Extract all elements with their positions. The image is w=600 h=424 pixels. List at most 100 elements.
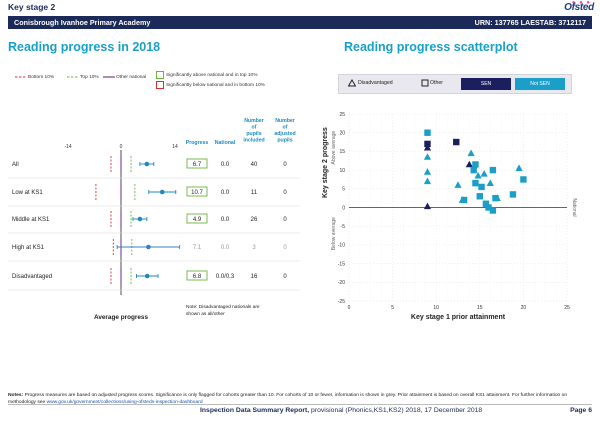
national-value: 0.0 (221, 162, 230, 168)
notes-text: Progress measures are based on adjusted … (8, 393, 568, 405)
adjusted-header: pupils (277, 138, 292, 144)
scatter-point-square (489, 207, 497, 214)
adjusted-value: 0 (283, 274, 287, 280)
scatter-point-triangle (423, 168, 432, 175)
scatter-point-square (509, 191, 517, 198)
pupils-value: 26 (251, 217, 258, 223)
legend-bottom10: Bottom 10% (14, 74, 54, 80)
scatter-point-triangle (467, 149, 475, 157)
left-title: Reading progress in 2018 (8, 40, 161, 54)
pupils-header: pupils (246, 131, 261, 137)
report-name: Inspection Data Summary Report, (200, 407, 310, 414)
scatter-point-square (482, 200, 490, 207)
footer-divider (8, 404, 592, 405)
adjusted-header: of (283, 125, 288, 131)
report-title: Inspection Data Summary Report, provisio… (200, 407, 482, 414)
scatter-point-square (470, 166, 477, 174)
significance-box (186, 186, 208, 197)
row-label: Middle at KS1 (12, 217, 50, 223)
adjusted-value: 0 (283, 162, 287, 168)
key-stage-label: Key stage 2 (8, 2, 56, 12)
y-tick-label: 5 (342, 187, 345, 193)
national-value: 0.0 (221, 245, 230, 251)
national-value: 0.0/0.3 (216, 274, 235, 280)
scatter-point-square (453, 138, 460, 146)
notes-label: Notes: (8, 393, 24, 398)
urn-laestab: URN: 137765 LAESTAB: 3712117 (474, 18, 586, 27)
scatter-point-square (520, 176, 527, 183)
adjusted-header: Number (275, 118, 295, 124)
scatter-point-square (472, 179, 479, 187)
row-label: High at KS1 (12, 245, 45, 251)
scatter-point-triangle (465, 160, 473, 168)
progress-point (146, 244, 151, 250)
scatter-point-triangle (423, 177, 432, 185)
row-label: All (12, 162, 19, 168)
progress-point (144, 273, 150, 279)
legend-sig-above-label: Significantly above national and in top … (166, 72, 258, 78)
y-tick-label: -10 (338, 243, 345, 249)
pupils-header: included (243, 138, 264, 144)
reading-progress-scatterplot: -25 -20 -15 -10 -5 0 5 10 15 20 25 0 5 10 15 20 25 Nation… (322, 112, 577, 321)
legend-other-label: Other (430, 80, 443, 86)
scatter-point-triangle (480, 170, 488, 177)
y-tick-label: -15 (338, 261, 345, 267)
adjusted-header: adjusted (274, 131, 295, 137)
right-title: Reading progress scatterplot (344, 40, 518, 54)
axis-tick-label: 14 (172, 144, 178, 150)
legend-bottom10-label: Bottom 10% (28, 74, 55, 80)
x-tick-label: 10 (433, 305, 439, 311)
scatter-point-triangle (423, 153, 432, 160)
not-sen-legend-button: Not SEN (515, 78, 565, 90)
y-tick-label: 0 (342, 205, 345, 211)
legend-national: Other national (102, 74, 146, 80)
y-tick-label: -20 (338, 280, 345, 286)
pupils-header: Number (244, 118, 264, 124)
pupils-value: 16 (251, 274, 258, 280)
scatter-point-triangle (493, 194, 501, 201)
adjusted-value: 0 (283, 190, 287, 196)
pupils-value: 40 (251, 162, 258, 168)
x-tick-label: 25 (564, 305, 570, 311)
x-tick-label: 15 (477, 305, 483, 311)
progress-value: 7.1 (193, 245, 202, 251)
adjusted-value: 0 (283, 217, 287, 223)
scatter-point-triangle (486, 179, 494, 186)
legend-sig-above: Significantly above national and in top … (156, 71, 257, 79)
legend-top10: Top 10% (66, 74, 99, 80)
legend-sig-below-label: Significantly below national and in bott… (166, 82, 265, 88)
scatter-point-triangle (515, 164, 523, 172)
y-tick-label: 20 (339, 131, 345, 137)
significance-box (186, 213, 208, 224)
scatter-point-triangle (423, 202, 432, 210)
x-tick-label: 0 (348, 305, 351, 311)
national-value: 0.0 (221, 190, 230, 196)
scatter-point-square (489, 166, 497, 174)
scatter-point-triangle (474, 171, 482, 179)
progress-value: 6.8 (193, 274, 202, 280)
progress-point (137, 216, 143, 222)
school-name: Conisbrough Ivanhoe Primary Academy (14, 18, 151, 27)
national-header: National (215, 140, 236, 146)
pupils-value: 11 (251, 190, 258, 196)
page-number: Page 6 (570, 407, 592, 414)
square-icon (421, 79, 429, 87)
national-label: National (571, 198, 577, 216)
x-tick-label: 20 (521, 305, 527, 311)
disadvantaged-note: Note: Disadvantaged nationals are (186, 304, 260, 310)
significance-box (186, 158, 208, 169)
scatter-point-triangle (423, 143, 432, 151)
green-box-icon (156, 71, 164, 79)
green-dash-icon (67, 76, 79, 78)
legend-disadvantaged-label: Disadvantaged (358, 80, 393, 86)
legend-national-label: Other national (116, 74, 147, 80)
pupils-header: of (252, 125, 257, 131)
methodology-link[interactable]: www.gov.uk/government/collections/using-… (46, 400, 203, 405)
sen-legend-button: SEN (461, 78, 511, 90)
y-tick-label: -25 (338, 299, 345, 305)
progress-value: 10.7 (191, 190, 203, 196)
below-average-label: Below average (331, 217, 337, 250)
disadvantaged-note: shown as all/other (186, 311, 225, 317)
progress-point (144, 161, 150, 167)
